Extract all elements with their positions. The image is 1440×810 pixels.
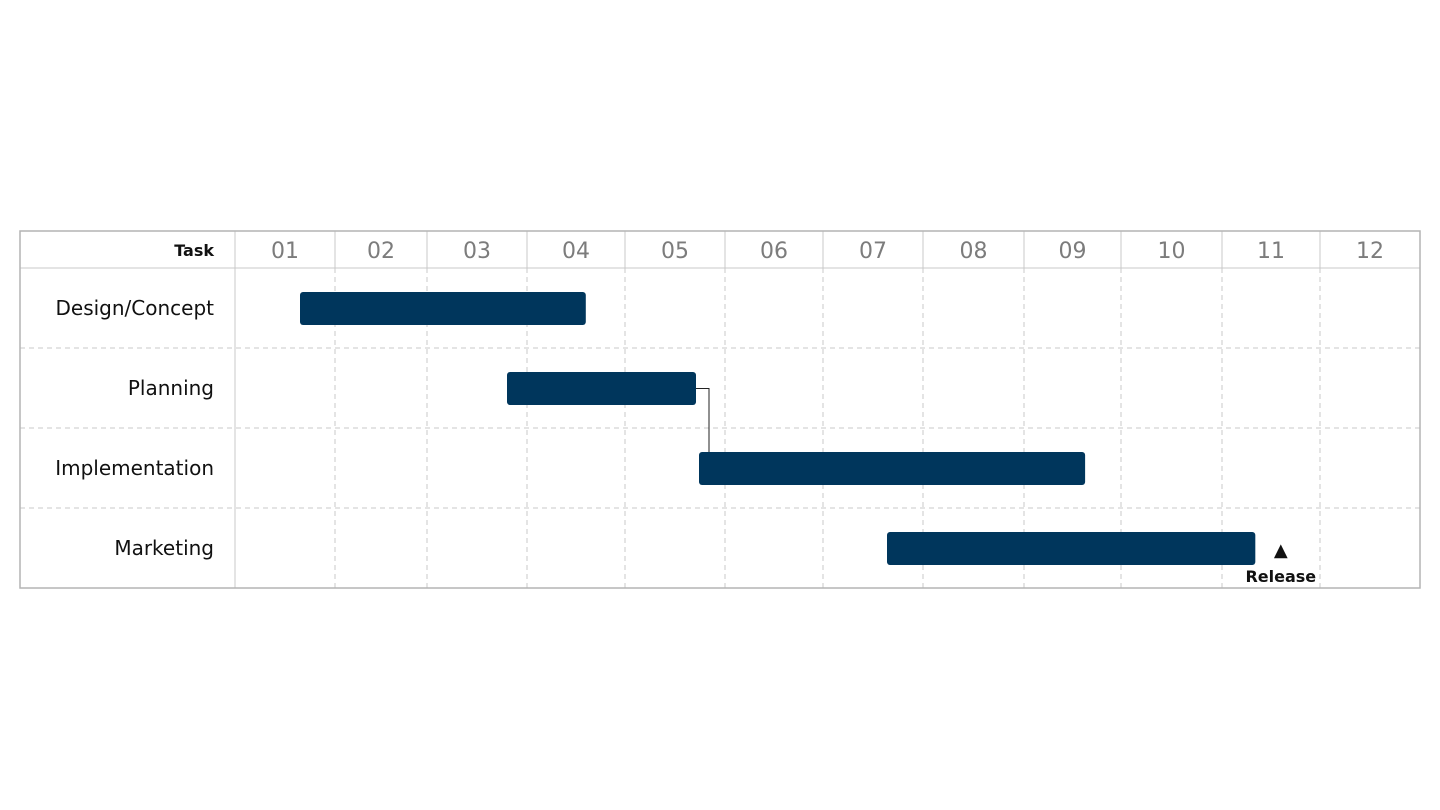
- task-rows: Design/Concept Planning Implementation Mark…: [55, 296, 214, 560]
- column-label: 01: [271, 239, 299, 264]
- column-label: 11: [1257, 239, 1285, 264]
- milestone-marker: ▲: [1274, 540, 1288, 561]
- task-bar[interactable]: [300, 292, 586, 325]
- task-bar[interactable]: [699, 452, 1086, 485]
- milestones: ▲ Release: [1245, 540, 1316, 586]
- column-label: 05: [661, 239, 689, 264]
- task-bar[interactable]: [887, 532, 1256, 565]
- task-bar[interactable]: [507, 372, 696, 405]
- task-column-header: Task: [174, 241, 214, 260]
- column-label: 09: [1059, 239, 1087, 264]
- column-label: 06: [760, 239, 788, 264]
- task-label: Marketing: [114, 536, 214, 560]
- column-label: 08: [960, 239, 988, 264]
- dependency-connector: [696, 388, 710, 452]
- column-label: 10: [1158, 239, 1186, 264]
- chart-frame: [19, 230, 1421, 589]
- task-label: Planning: [128, 376, 214, 400]
- column-label: 03: [463, 239, 491, 264]
- column-label: 02: [367, 239, 395, 264]
- column-header: Task 01 02 03 04 05 06 07 08 09 10 11 12: [174, 239, 1384, 264]
- task-label: Implementation: [55, 456, 214, 480]
- column-label: 12: [1356, 239, 1384, 264]
- task-bars: [300, 292, 1256, 565]
- column-label: 07: [859, 239, 887, 264]
- task-label: Design/Concept: [55, 296, 214, 320]
- milestone-label: Release: [1245, 567, 1316, 586]
- dependency-links: [696, 388, 710, 452]
- column-label: 04: [562, 239, 590, 264]
- grid-lines: [20, 231, 1420, 588]
